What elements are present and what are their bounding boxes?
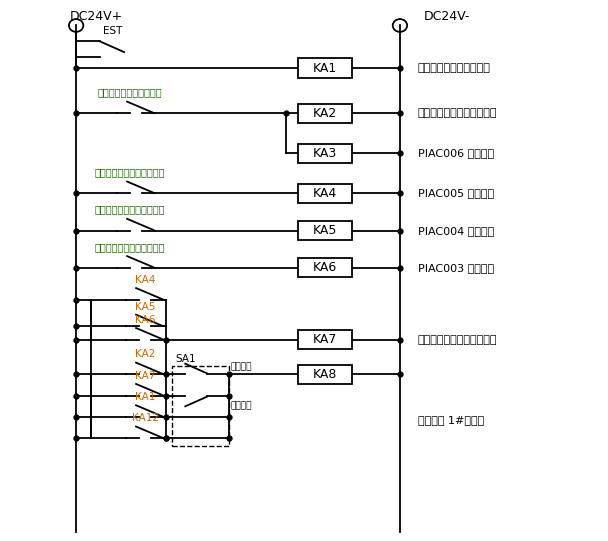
Text: DC24V-: DC24V-	[424, 10, 471, 23]
Bar	[298, 221, 352, 240]
Bar	[172, 366, 229, 446]
Text: 槽车加气岛压力高限报警: 槽车加气岛压力高限报警	[98, 88, 162, 97]
Text: PIAC004 高限报警: PIAC004 高限报警	[418, 226, 494, 235]
Text: KA6: KA6	[313, 261, 337, 274]
Text: 中压储气井组压力高限报警: 中压储气井组压力高限报警	[95, 204, 165, 215]
Text: KA1: KA1	[313, 62, 337, 75]
Text: 高压储气井组压力高限报警: 高压储气井组压力高限报警	[95, 167, 165, 177]
Bar	[298, 365, 352, 384]
Text: KA2: KA2	[313, 107, 337, 120]
Text: EST: EST	[103, 26, 122, 36]
Text: KA12: KA12	[131, 413, 159, 424]
Text: PIAC006 高限报警: PIAC006 高限报警	[418, 148, 494, 159]
Text: KA2: KA2	[135, 349, 155, 359]
Text: KA5: KA5	[135, 301, 155, 312]
Text: KA3: KA3	[313, 147, 337, 160]
Text: PIAC005 高限报警: PIAC005 高限报警	[418, 188, 494, 198]
Bar	[298, 104, 352, 123]
Bar	[298, 330, 352, 349]
Text: SA1: SA1	[175, 354, 196, 364]
Bar	[298, 184, 352, 203]
Text: KA7: KA7	[313, 333, 337, 346]
Text: 联锁停止 1#空压机: 联锁停止 1#空压机	[418, 414, 484, 425]
Text: DC24V+: DC24V+	[70, 10, 123, 23]
Text: KA8: KA8	[313, 368, 337, 381]
Text: 低压储气井组压力高限报警: 低压储气井组压力高限报警	[95, 242, 165, 252]
Text: KA5: KA5	[313, 224, 337, 237]
Bar	[298, 258, 352, 278]
Text: PIAC003 高限报警: PIAC003 高限报警	[418, 263, 494, 273]
Text: KA4: KA4	[135, 275, 155, 285]
Text: 紧急切断所有加气压缩机: 紧急切断所有加气压缩机	[418, 63, 491, 73]
Text: KA1: KA1	[135, 392, 155, 402]
Bar	[298, 58, 352, 78]
Text: 槽车加气: 槽车加气	[230, 362, 252, 372]
Text: KA6: KA6	[135, 315, 155, 325]
Text: 联锁停止给槽车加气压缩机: 联锁停止给槽车加气压缩机	[418, 108, 497, 118]
Bar	[298, 144, 352, 163]
Text: KA4: KA4	[313, 187, 337, 200]
Text: 汽车加气: 汽车加气	[230, 401, 252, 410]
Text: 连锁停止给汽车加气压缩机: 连锁停止给汽车加气压缩机	[418, 335, 497, 345]
Text: KA7: KA7	[135, 371, 155, 381]
